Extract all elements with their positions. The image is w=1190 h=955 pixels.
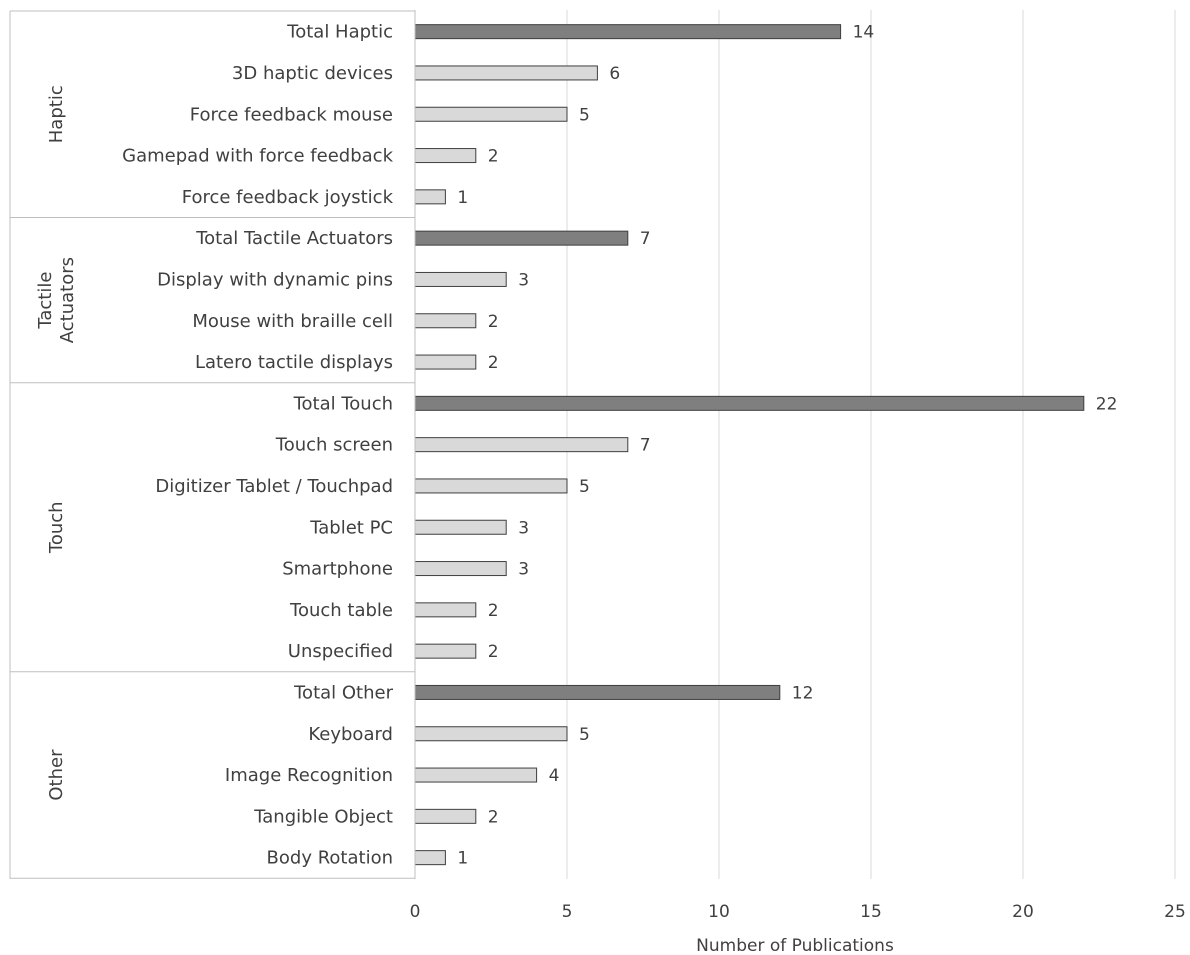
bar-total [414,684,781,700]
data-label: 3 [518,518,529,538]
bar [414,478,568,494]
bar-total [414,230,629,246]
bar-total [414,395,1085,411]
x-tick-label: 0 [410,902,421,922]
category-label: Tablet PC [309,517,393,538]
x-tick-label: 15 [860,902,882,922]
bar-total [414,24,842,40]
data-label: 22 [1096,394,1118,414]
category-label: Mouse with braille cell [192,311,393,332]
bar [414,850,446,866]
category-label: Gamepad with force feedback [122,146,393,167]
bar [414,808,477,824]
category-label: Body Rotation [267,848,393,869]
category-label: Total Haptic [286,22,393,43]
data-label: 2 [488,601,499,621]
category-label: Total Touch [293,393,393,414]
x-tick-label: 25 [1164,902,1186,922]
category-label: 3D haptic devices [232,63,393,84]
bar [414,643,477,659]
bar [414,602,477,618]
group-label: Other [46,749,67,801]
category-label: Unspecified [288,641,393,662]
bar [414,561,507,577]
x-tick-label: 5 [562,902,573,922]
group-label: Actuators [57,257,78,343]
bar [414,313,477,329]
category-label: Force feedback mouse [190,104,393,125]
bar [414,726,568,742]
category-label: Total Other [293,682,393,703]
category-label: Smartphone [282,559,393,580]
data-label: 3 [518,560,529,580]
data-label: 2 [488,642,499,662]
data-label: 4 [549,766,560,786]
bar [414,767,538,783]
category-label: Keyboard [308,724,393,745]
data-label: 7 [640,229,651,249]
group-label: Touch [46,501,67,554]
data-label: 1 [457,188,468,208]
data-label: 14 [853,23,875,43]
x-axis-title: Number of Publications [696,936,894,955]
group-label: Haptic [46,85,67,143]
data-label: 5 [579,725,590,745]
category-label: Force feedback joystick [182,187,394,208]
bar [414,437,629,453]
data-label: 2 [488,312,499,332]
category-label: Digitizer Tablet / Touchpad [155,476,393,497]
data-label: 3 [518,270,529,290]
category-label: Touch screen [275,435,393,456]
category-label: Touch table [289,600,393,621]
data-label: 1 [457,849,468,869]
data-label: 2 [488,807,499,827]
x-tick-label: 10 [708,902,730,922]
category-label: Display with dynamic pins [157,269,393,290]
x-tick-label: 20 [1012,902,1034,922]
bar [414,65,598,81]
category-label: Latero tactile displays [195,352,393,373]
category-label: Tangible Object [253,806,393,827]
bar [414,106,568,122]
data-label: 12 [792,683,814,703]
bar [414,519,507,535]
data-label: 2 [488,147,499,167]
data-label: 5 [579,105,590,125]
category-label: Total Tactile Actuators [195,228,393,249]
bar [414,148,477,164]
bar [414,354,477,370]
bar [414,271,507,287]
data-label: 6 [609,64,620,84]
group-label: Tactile [35,272,56,330]
category-label: Image Recognition [225,765,393,786]
data-label: 5 [579,477,590,497]
data-label: 2 [488,353,499,373]
bar [414,189,446,205]
data-label: 7 [640,436,651,456]
